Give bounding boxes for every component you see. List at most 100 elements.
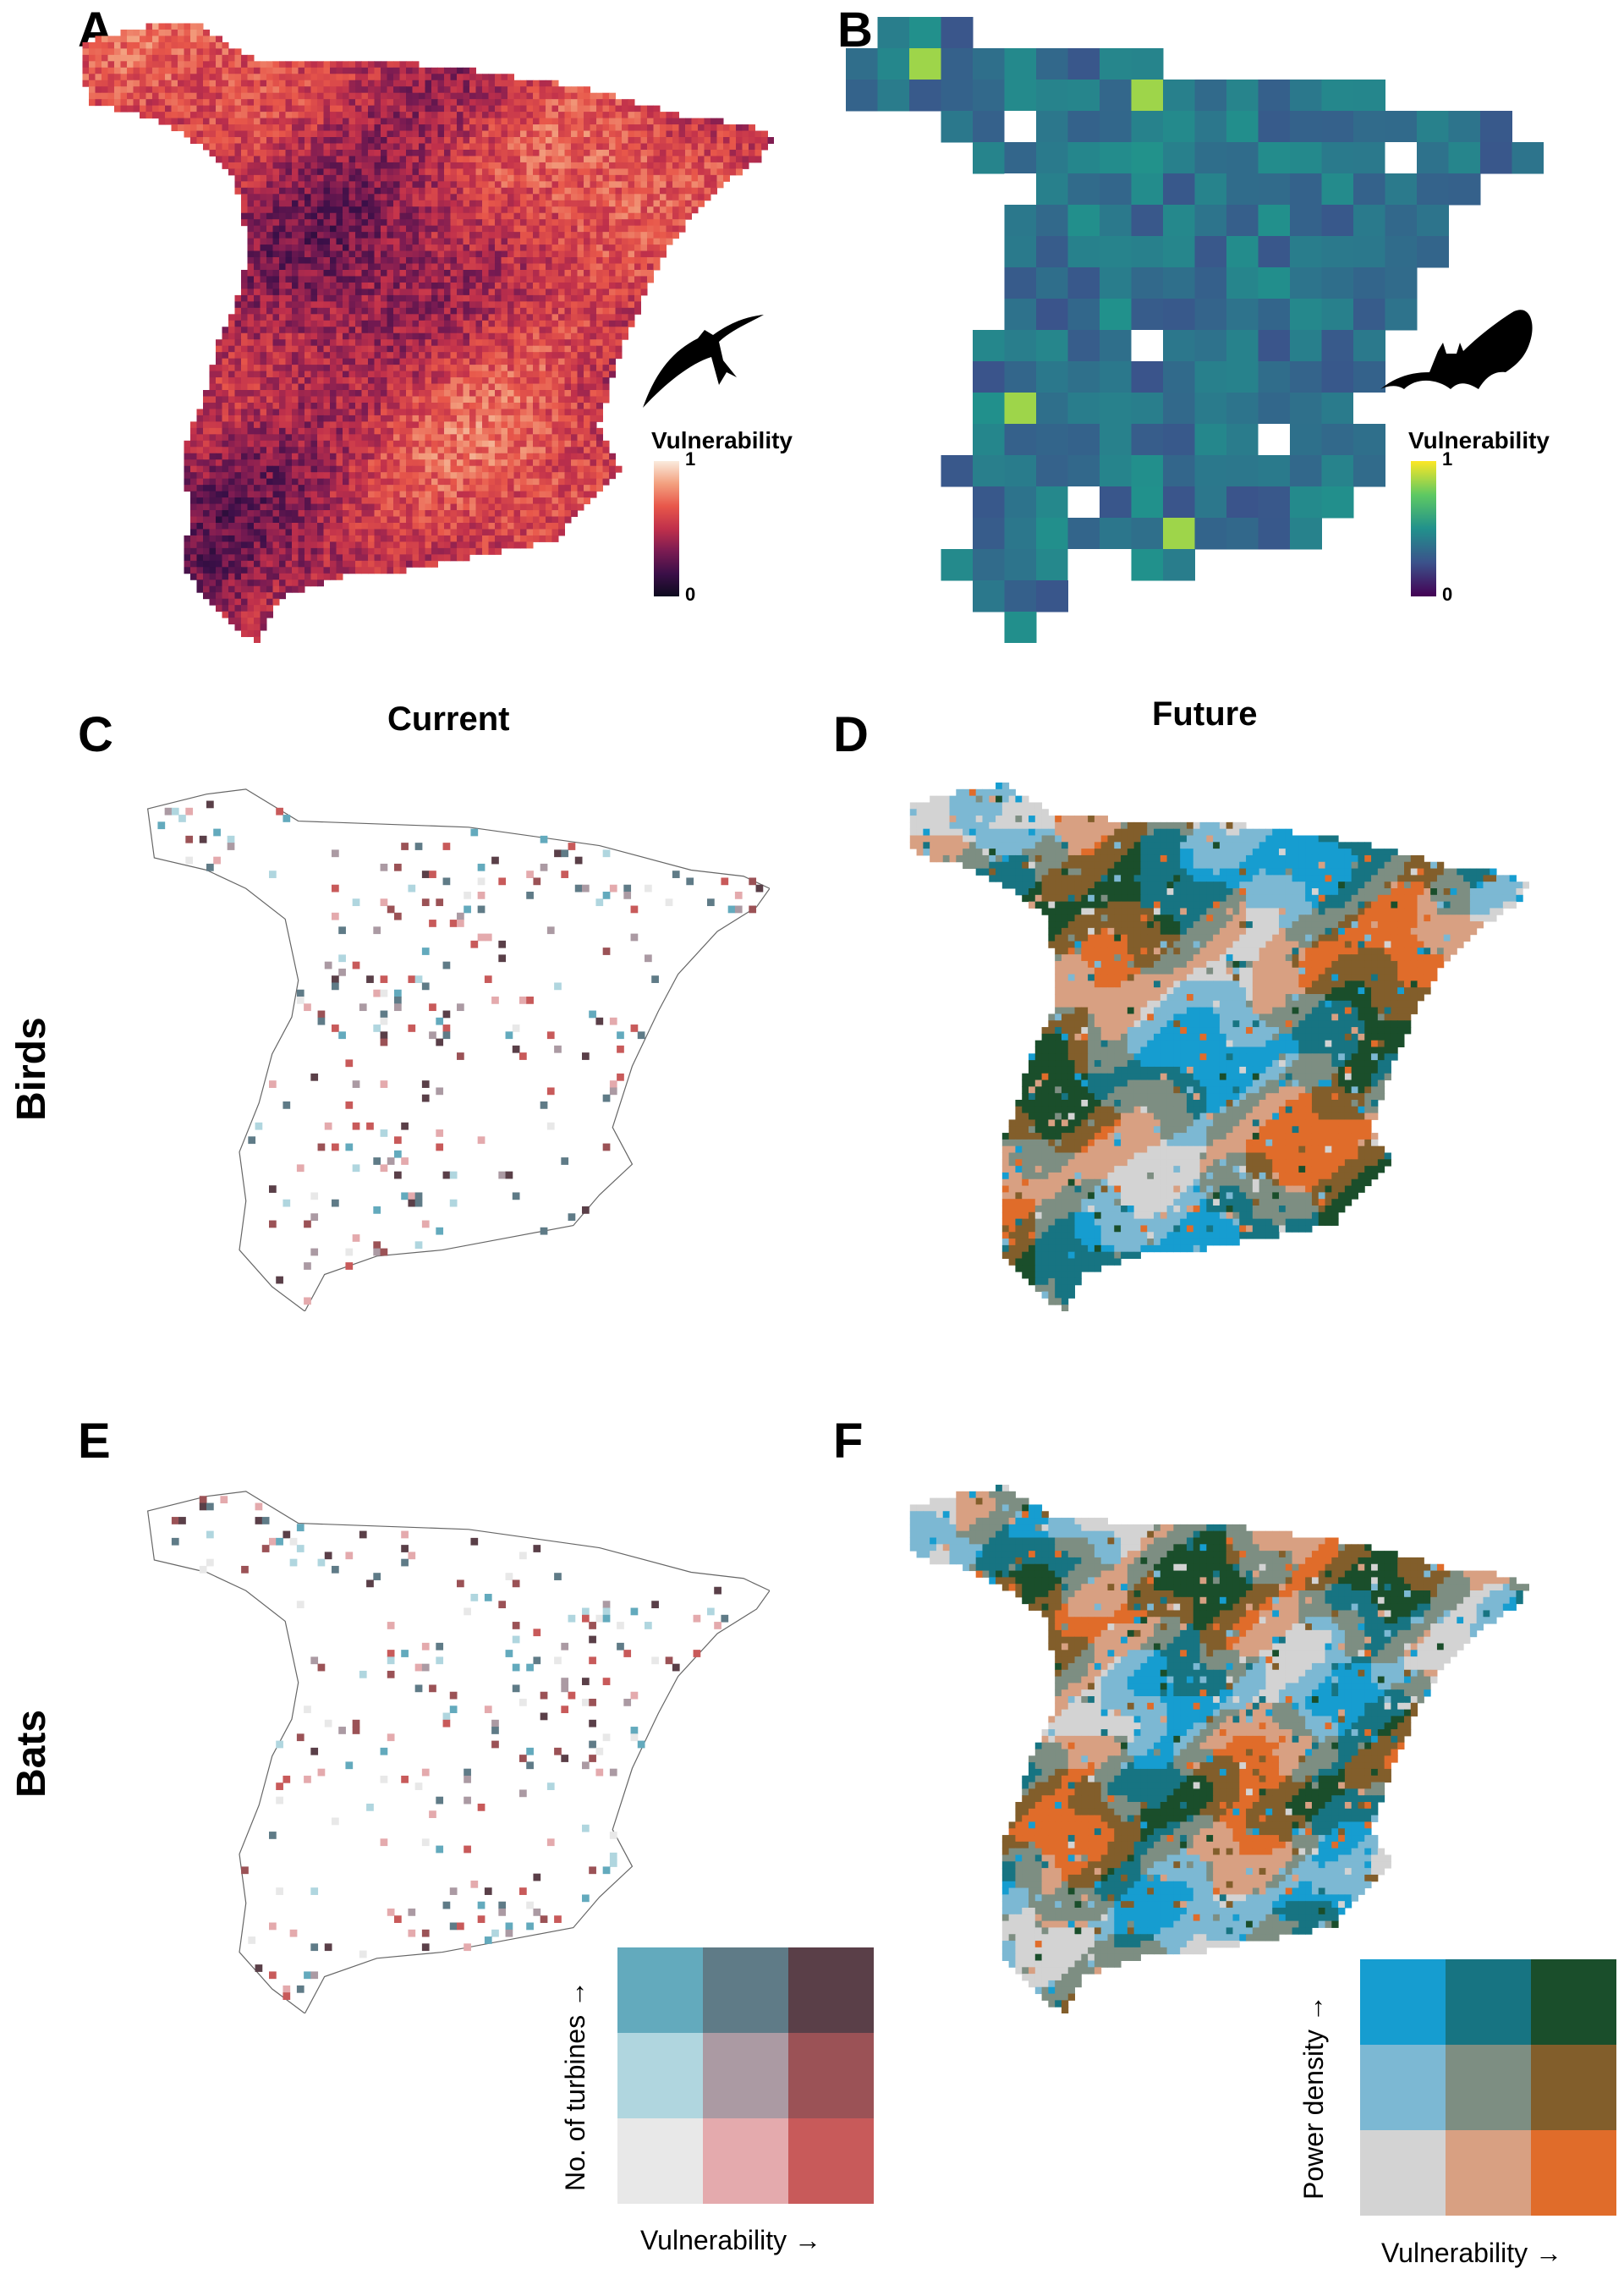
map-cell bbox=[234, 427, 242, 435]
map-cell bbox=[279, 421, 286, 429]
map-cell bbox=[355, 453, 362, 460]
map-cell bbox=[710, 156, 717, 163]
map-cell bbox=[196, 427, 204, 435]
map-cell bbox=[450, 421, 458, 429]
map-cell bbox=[330, 174, 337, 182]
map-cell bbox=[475, 478, 483, 486]
map-cell bbox=[551, 238, 559, 245]
map-cell bbox=[196, 472, 204, 480]
map-cell bbox=[374, 257, 381, 265]
map-cell bbox=[551, 244, 559, 252]
map-cell bbox=[609, 130, 616, 138]
map-cell bbox=[120, 86, 128, 94]
map-cell bbox=[317, 383, 324, 391]
map-cell bbox=[374, 453, 381, 460]
map-cell bbox=[475, 194, 483, 201]
map-cell bbox=[419, 377, 425, 385]
map-cell bbox=[590, 118, 597, 125]
map-cell bbox=[488, 232, 496, 239]
map-cell bbox=[596, 276, 603, 283]
map-cell bbox=[317, 427, 324, 435]
map-cell bbox=[431, 320, 438, 327]
map-cell bbox=[475, 396, 483, 404]
map-cell bbox=[672, 137, 679, 144]
map-cell bbox=[330, 421, 337, 429]
map-cell bbox=[171, 61, 178, 69]
map-cell bbox=[495, 377, 502, 385]
map-cell bbox=[475, 156, 483, 163]
map-cell bbox=[653, 156, 661, 163]
map-cell bbox=[272, 112, 280, 119]
map-cell bbox=[431, 440, 438, 448]
map-cell bbox=[685, 118, 692, 125]
map-cell bbox=[551, 282, 559, 289]
map-cell bbox=[292, 365, 299, 372]
map-cell bbox=[152, 99, 159, 107]
map-cell bbox=[343, 301, 349, 309]
map-cell bbox=[457, 352, 464, 360]
map-cell bbox=[234, 74, 242, 81]
map-cell bbox=[228, 118, 235, 125]
map-cell bbox=[209, 459, 217, 467]
map-cell bbox=[602, 232, 610, 239]
row-label-birds: Birds bbox=[9, 1017, 54, 1121]
map-cell bbox=[323, 332, 331, 340]
map-cell bbox=[317, 415, 324, 422]
map-cell bbox=[488, 409, 496, 416]
map-cell bbox=[145, 105, 153, 113]
map-cell bbox=[501, 232, 508, 239]
map-cell bbox=[546, 149, 552, 157]
map-cell bbox=[216, 92, 222, 100]
map-cell bbox=[190, 453, 197, 460]
map-cell bbox=[355, 345, 362, 353]
map-cell bbox=[266, 112, 273, 119]
map-cell bbox=[323, 402, 331, 409]
map-cell bbox=[508, 377, 514, 385]
map-cell bbox=[381, 174, 387, 182]
map-cell bbox=[260, 187, 267, 195]
map-cell bbox=[526, 149, 534, 157]
map-cell bbox=[495, 282, 502, 289]
map-cell bbox=[348, 156, 356, 163]
map-cell bbox=[323, 225, 331, 233]
map-cell bbox=[488, 80, 496, 87]
map-cell bbox=[558, 156, 565, 163]
map-cell bbox=[222, 54, 229, 62]
map-cell bbox=[254, 174, 261, 182]
map-cell bbox=[203, 472, 210, 480]
map-cell bbox=[140, 86, 146, 94]
map-cell bbox=[381, 250, 387, 258]
map-cell bbox=[406, 345, 413, 353]
map-cell bbox=[399, 491, 407, 498]
map-cell bbox=[254, 99, 261, 107]
map-cell bbox=[419, 447, 425, 454]
map-cell bbox=[596, 332, 603, 340]
map-cell bbox=[488, 137, 496, 144]
map-cell bbox=[526, 219, 534, 227]
map-cell bbox=[412, 332, 420, 340]
map-cell bbox=[178, 67, 184, 74]
map-cell bbox=[298, 358, 305, 365]
map-cell bbox=[330, 472, 337, 480]
map-cell bbox=[361, 453, 369, 460]
map-cell bbox=[399, 225, 407, 233]
map-cell bbox=[336, 434, 343, 442]
map-cell bbox=[571, 320, 578, 327]
map-cell bbox=[348, 415, 356, 422]
map-cell bbox=[272, 212, 280, 220]
map-cell bbox=[184, 36, 191, 43]
map-cell bbox=[508, 301, 514, 309]
map-cell bbox=[551, 174, 559, 182]
map-cell bbox=[234, 465, 242, 473]
map-cell bbox=[444, 402, 451, 409]
map-cell bbox=[482, 377, 489, 385]
map-cell bbox=[482, 200, 489, 207]
map-cell bbox=[399, 377, 407, 385]
map-cell bbox=[336, 99, 343, 107]
map-cell bbox=[450, 74, 458, 81]
map-cell bbox=[577, 137, 584, 144]
map-cell bbox=[247, 263, 255, 271]
map-cell bbox=[685, 130, 692, 138]
map-cell bbox=[203, 124, 210, 132]
map-cell bbox=[539, 219, 546, 227]
